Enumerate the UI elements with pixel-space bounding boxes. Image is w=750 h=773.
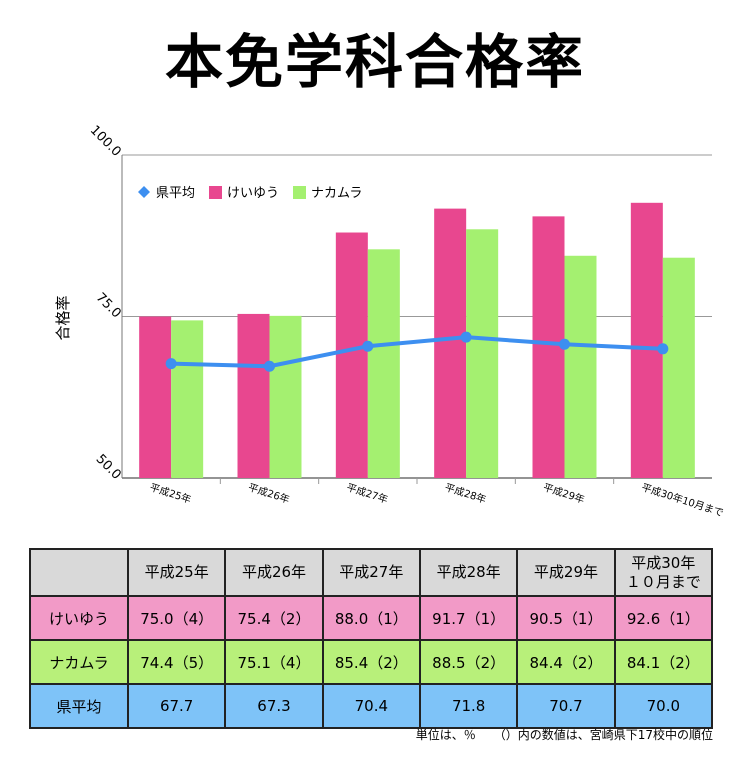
table-header-cell: 平成27年 (321, 548, 421, 597)
bar-nakamura (564, 255, 597, 478)
row-name: 県平均 (29, 683, 129, 729)
legend-marker (209, 186, 222, 199)
average-point (165, 358, 177, 370)
bar-nakamura (171, 320, 204, 478)
row-name: けいゆう (29, 595, 129, 641)
bar-keiyu (434, 208, 467, 479)
x-tick-label: 平成28年 (443, 480, 488, 506)
table-cell: 75.0（4） (126, 595, 227, 641)
chart-grid (121, 154, 712, 484)
table-cell: 74.4（5） (126, 639, 227, 685)
table-cell: 84.4（2） (516, 639, 616, 685)
x-axis-ticks: 平成25年 平成26年 平成27年 平成28年 平成29年 平成30年10月まで (148, 480, 725, 519)
bar-nakamura (466, 229, 499, 478)
table-cell: 75.1（4） (224, 639, 324, 685)
page-title: 本免学科合格率 (164, 28, 585, 96)
bar-keiyu (237, 313, 270, 478)
table-cell: 88.5（2） (418, 639, 519, 685)
table-cell: 71.8 (418, 683, 519, 729)
table-header-cell: 平成29年 (516, 548, 616, 597)
table-header-row: 平成25年 平成26年 平成27年 平成28年 平成29年 平成30年 １０月ま… (29, 548, 714, 597)
y-axis-ticks: 50.0 75.0 100.0 (87, 123, 124, 483)
table-cell: 70.0 (613, 683, 714, 729)
table-cell: 70.4 (321, 683, 421, 729)
chart-bars (139, 202, 695, 479)
bar-keiyu (630, 202, 663, 478)
table-cell: 84.1（2） (613, 639, 714, 685)
bar-nakamura (269, 315, 302, 478)
average-point (362, 340, 374, 352)
footnote: 単位は、％ （）内の数値は、宮崎県下17校中の順位 (415, 728, 713, 742)
table-cell: 90.5（1） (516, 595, 616, 641)
legend-label: けいゆう (227, 186, 279, 201)
table-header-cell: 平成28年 (418, 548, 519, 597)
y-tick-label: 50.0 (93, 452, 124, 483)
x-tick-label: 平成25年 (148, 480, 193, 506)
x-tick-label: 平成29年 (542, 480, 587, 506)
bar-keiyu (139, 316, 172, 478)
average-line (165, 331, 669, 372)
table-cell: 67.7 (126, 683, 227, 729)
average-line-path (171, 335, 663, 369)
average-point (460, 331, 472, 343)
legend-label: 県平均 (156, 186, 195, 201)
y-tick-label: 100.0 (87, 123, 124, 160)
pass-rate-table: 平成25年 平成26年 平成27年 平成28年 平成29年 平成30年 １０月ま… (29, 548, 714, 729)
legend-marker (293, 186, 306, 199)
table-cell: 88.0（1） (321, 595, 421, 641)
table-cell: 92.6（1） (613, 595, 714, 641)
table-header-year: 平成30年 (631, 553, 696, 572)
table-header-cell: 平成25年 (126, 548, 227, 597)
table-cell: 91.7（1） (418, 595, 519, 641)
table-cell: 70.7 (516, 683, 616, 729)
table-row-prefecture-average: 県平均 67.7 67.3 70.4 71.8 70.7 70.0 (29, 683, 714, 729)
bar-nakamura (367, 249, 400, 478)
bar-keiyu (335, 232, 368, 478)
average-point (657, 343, 669, 355)
table-cell: 67.3 (224, 683, 324, 729)
bar-nakamura (662, 257, 695, 478)
table-header-cell: 平成30年 １０月まで (613, 548, 714, 597)
table-corner-cell (29, 548, 129, 597)
y-tick-label: 75.0 (93, 290, 124, 321)
table-row-nakamura: ナカムラ 74.4（5） 75.1（4） 85.4（2） 88.5（2） 84.… (29, 639, 714, 685)
y-axis-label: 合格率 (54, 295, 72, 340)
average-point (559, 338, 570, 350)
row-name: ナカムラ (29, 639, 129, 685)
average-point (264, 360, 275, 372)
table-header-cell: 平成26年 (224, 548, 324, 597)
table-header-month: １０月まで (625, 572, 701, 591)
legend-marker (138, 186, 150, 198)
x-tick-label: 平成27年 (345, 480, 390, 506)
bar-keiyu (532, 216, 565, 478)
table-cell: 75.4（2） (224, 595, 324, 641)
x-tick-label: 平成30年10月まで (640, 480, 725, 519)
x-tick-label: 平成26年 (247, 480, 292, 506)
legend-label: ナカムラ (311, 186, 362, 201)
chart-legend: 県平均 けいゆう ナカムラ (138, 186, 362, 201)
pass-rate-chart: 50.075.0100.0 平成25年 平成26年 平成27年 平成28年 平成29年平… (54, 123, 725, 519)
table-cell: 85.4（2） (321, 639, 421, 685)
table-row-keiyu: けいゆう 75.0（4） 75.4（2） 88.0（1） 91.7（1） 90.… (29, 595, 714, 641)
